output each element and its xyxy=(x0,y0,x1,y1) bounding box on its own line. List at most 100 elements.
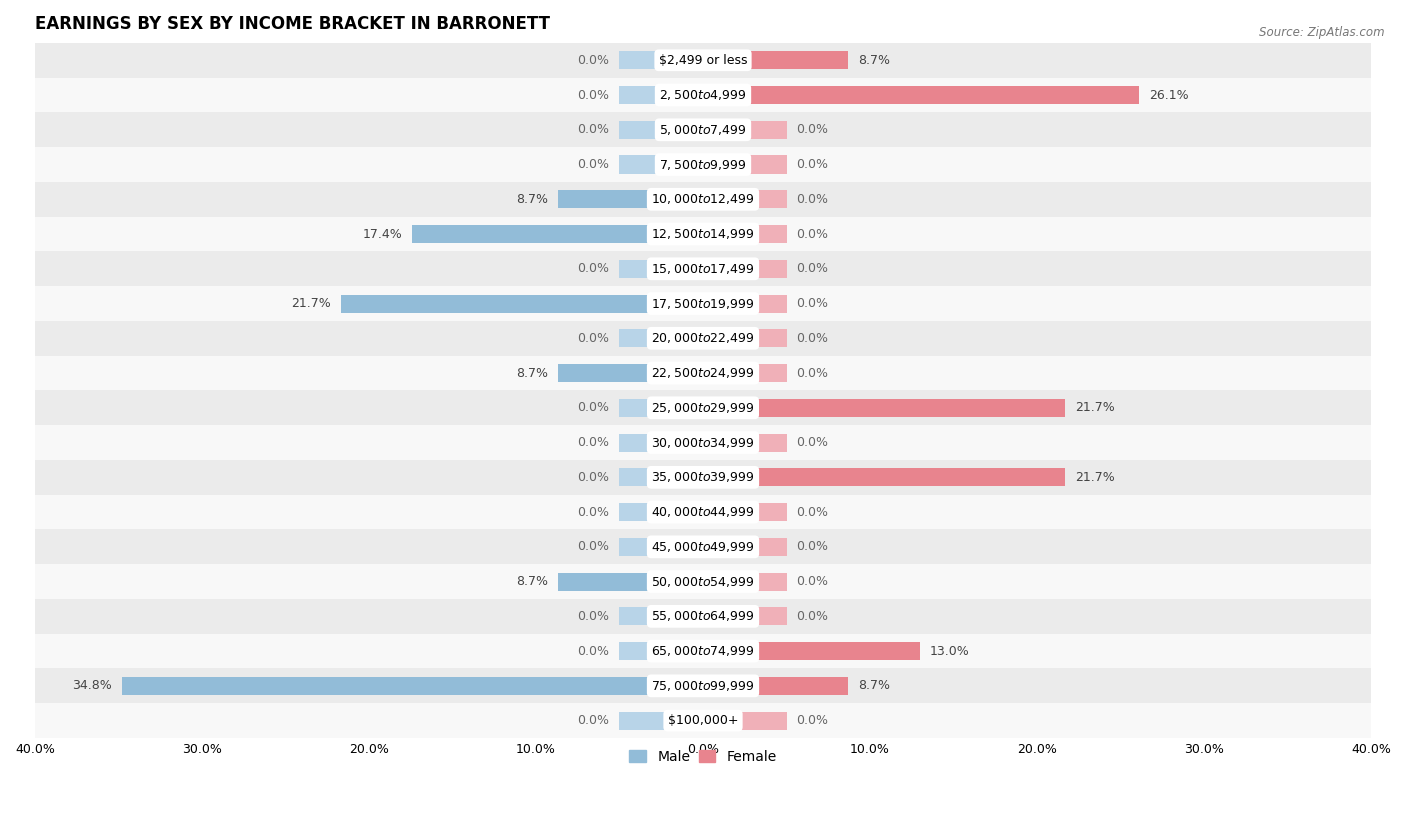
Text: 0.0%: 0.0% xyxy=(578,124,609,137)
Bar xyxy=(703,433,786,451)
Bar xyxy=(703,121,786,139)
Text: 34.8%: 34.8% xyxy=(72,680,111,693)
Bar xyxy=(703,364,786,382)
Text: 8.7%: 8.7% xyxy=(516,367,548,380)
Text: 8.7%: 8.7% xyxy=(516,575,548,588)
Bar xyxy=(35,703,1371,738)
Bar xyxy=(35,633,1371,668)
Bar xyxy=(620,364,703,382)
Text: 17.4%: 17.4% xyxy=(363,228,402,241)
Text: $22,500 to $24,999: $22,500 to $24,999 xyxy=(651,366,755,380)
Bar xyxy=(703,711,786,729)
Bar xyxy=(703,677,786,695)
Bar xyxy=(558,364,703,382)
Bar xyxy=(703,51,786,69)
Text: 21.7%: 21.7% xyxy=(1076,402,1115,415)
Text: 26.1%: 26.1% xyxy=(1149,89,1188,102)
Bar xyxy=(620,677,703,695)
Text: $17,500 to $19,999: $17,500 to $19,999 xyxy=(651,297,755,311)
Legend: Male, Female: Male, Female xyxy=(624,744,782,769)
Bar xyxy=(35,460,1371,494)
Text: 0.0%: 0.0% xyxy=(797,506,828,519)
Text: 0.0%: 0.0% xyxy=(578,89,609,102)
Bar xyxy=(35,494,1371,529)
Text: 0.0%: 0.0% xyxy=(797,124,828,137)
Bar xyxy=(703,677,848,695)
Bar xyxy=(703,155,786,173)
Bar xyxy=(620,155,703,173)
Bar xyxy=(35,147,1371,182)
Text: 0.0%: 0.0% xyxy=(797,541,828,554)
Text: $75,000 to $99,999: $75,000 to $99,999 xyxy=(651,679,755,693)
Bar xyxy=(703,294,786,312)
Text: 0.0%: 0.0% xyxy=(578,402,609,415)
Bar xyxy=(703,503,786,521)
Bar xyxy=(620,225,703,243)
Text: $5,000 to $7,499: $5,000 to $7,499 xyxy=(659,123,747,137)
Bar xyxy=(35,112,1371,147)
Bar xyxy=(703,572,786,590)
Text: $50,000 to $54,999: $50,000 to $54,999 xyxy=(651,575,755,589)
Bar xyxy=(620,468,703,486)
Text: 0.0%: 0.0% xyxy=(578,263,609,276)
Text: 0.0%: 0.0% xyxy=(797,610,828,623)
Bar xyxy=(35,668,1371,703)
Bar xyxy=(703,642,786,660)
Bar xyxy=(703,86,786,104)
Text: 8.7%: 8.7% xyxy=(516,193,548,206)
Text: 0.0%: 0.0% xyxy=(578,541,609,554)
Bar xyxy=(703,329,786,347)
Bar xyxy=(620,51,703,69)
Bar xyxy=(620,607,703,625)
Bar xyxy=(620,711,703,729)
Bar xyxy=(35,321,1371,355)
Text: 0.0%: 0.0% xyxy=(797,575,828,588)
Bar xyxy=(122,677,703,695)
Text: 0.0%: 0.0% xyxy=(797,436,828,449)
Text: 0.0%: 0.0% xyxy=(797,193,828,206)
Text: 8.7%: 8.7% xyxy=(858,680,890,693)
Text: 13.0%: 13.0% xyxy=(931,645,970,658)
Text: 21.7%: 21.7% xyxy=(291,297,330,310)
Text: 21.7%: 21.7% xyxy=(1076,471,1115,484)
Bar xyxy=(620,294,703,312)
Bar xyxy=(620,399,703,417)
Bar xyxy=(620,121,703,139)
Text: 0.0%: 0.0% xyxy=(797,297,828,310)
Bar xyxy=(35,182,1371,217)
Bar xyxy=(703,225,786,243)
Text: 0.0%: 0.0% xyxy=(578,54,609,67)
Bar xyxy=(703,86,1139,104)
Bar xyxy=(620,433,703,451)
Text: $45,000 to $49,999: $45,000 to $49,999 xyxy=(651,540,755,554)
Bar xyxy=(35,251,1371,286)
Text: 0.0%: 0.0% xyxy=(578,645,609,658)
Text: $20,000 to $22,499: $20,000 to $22,499 xyxy=(651,332,755,346)
Bar xyxy=(703,399,1066,417)
Bar xyxy=(703,399,786,417)
Text: 8.7%: 8.7% xyxy=(858,54,890,67)
Bar xyxy=(620,572,703,590)
Bar xyxy=(620,538,703,556)
Bar xyxy=(620,86,703,104)
Bar xyxy=(620,329,703,347)
Bar xyxy=(35,529,1371,564)
Bar xyxy=(35,599,1371,633)
Bar xyxy=(35,564,1371,599)
Bar xyxy=(35,217,1371,251)
Text: 0.0%: 0.0% xyxy=(797,714,828,727)
Bar xyxy=(620,260,703,278)
Text: $10,000 to $12,499: $10,000 to $12,499 xyxy=(651,193,755,207)
Bar xyxy=(620,642,703,660)
Bar xyxy=(703,642,920,660)
Text: $7,500 to $9,999: $7,500 to $9,999 xyxy=(659,158,747,172)
Text: 0.0%: 0.0% xyxy=(578,158,609,171)
Bar xyxy=(412,225,703,243)
Bar xyxy=(558,190,703,208)
Text: 0.0%: 0.0% xyxy=(578,471,609,484)
Bar xyxy=(35,43,1371,78)
Bar xyxy=(35,355,1371,390)
Bar xyxy=(703,607,786,625)
Text: EARNINGS BY SEX BY INCOME BRACKET IN BARRONETT: EARNINGS BY SEX BY INCOME BRACKET IN BAR… xyxy=(35,15,550,33)
Bar xyxy=(703,538,786,556)
